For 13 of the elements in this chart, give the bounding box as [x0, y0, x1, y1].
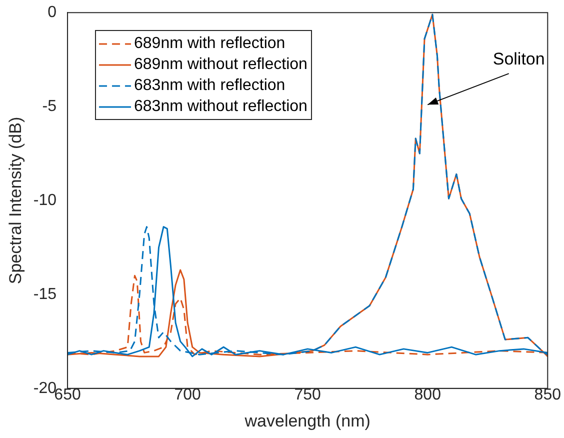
x-tick-label: 850 — [534, 386, 562, 404]
legend-label: 683nm with reflection — [134, 76, 286, 96]
legend-label: 689nm without reflection — [134, 55, 308, 75]
y-tick-label: 0 — [48, 4, 57, 22]
x-tick-label: 800 — [414, 386, 442, 404]
y-tick-label: -10 — [33, 192, 57, 209]
x-axis-title: wavelength (nm) — [244, 411, 370, 430]
y-axis-title: Spectral Intensity (dB) — [6, 116, 25, 284]
legend-label: 683nm without reflection — [134, 97, 308, 117]
legend-label: 689nm with reflection — [134, 34, 286, 54]
y-tick-label: -15 — [33, 286, 57, 303]
annotation: Soliton — [492, 49, 545, 68]
y-tick-label: -5 — [42, 98, 57, 115]
